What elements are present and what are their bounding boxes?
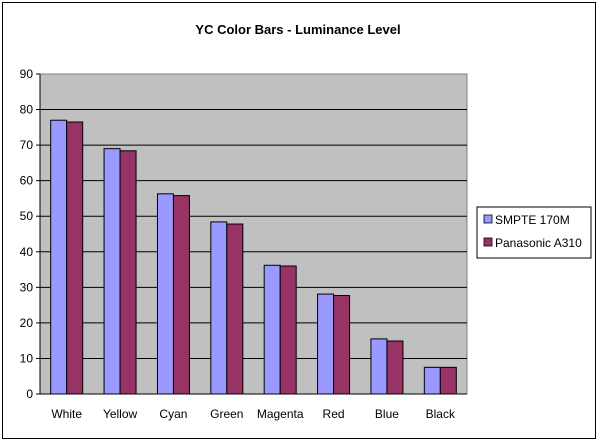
y-tick-label: 60 bbox=[20, 174, 34, 188]
y-tick-label: 0 bbox=[26, 387, 33, 401]
bar-yellow-smpte bbox=[103, 148, 121, 395]
x-tick-label: Magenta bbox=[257, 407, 304, 421]
x-tick-label: Cyan bbox=[159, 407, 187, 421]
bar-green-panasonic bbox=[226, 223, 244, 395]
bar-white-smpte bbox=[50, 119, 68, 395]
chart-title: YC Color Bars - Luminance Level bbox=[195, 22, 400, 37]
bar-black-smpte bbox=[423, 366, 441, 395]
legend: SMPTE 170M Panasonic A310 bbox=[476, 206, 592, 259]
bar-magenta-smpte bbox=[263, 264, 281, 395]
bar-cyan-smpte bbox=[156, 193, 174, 395]
y-tick-label: 90 bbox=[20, 67, 34, 81]
bar-green-smpte bbox=[210, 221, 228, 395]
legend-box bbox=[476, 206, 592, 259]
x-tick-label: Green bbox=[210, 407, 243, 421]
x-tick-label: White bbox=[51, 407, 82, 421]
bar-red-panasonic bbox=[333, 295, 351, 395]
legend-swatch-panasonic bbox=[483, 237, 493, 247]
bar-blue-panasonic bbox=[386, 340, 404, 395]
x-tick-labels: White Yellow Cyan Green Magenta Red Blue Black bbox=[51, 407, 456, 421]
bar-blue-smpte bbox=[370, 338, 388, 395]
y-tick-label: 50 bbox=[20, 209, 34, 223]
legend-label-panasonic: Panasonic A310 bbox=[495, 236, 582, 250]
bar-red-smpte bbox=[317, 293, 335, 395]
y-tick-label: 10 bbox=[20, 351, 34, 365]
bar-magenta-panasonic bbox=[279, 265, 297, 395]
x-tick-label: Black bbox=[426, 407, 456, 421]
bar-yellow-panasonic bbox=[119, 150, 137, 395]
x-tick-label: Yellow bbox=[103, 407, 138, 421]
y-tick-label: 80 bbox=[20, 103, 34, 117]
legend-label-smpte: SMPTE 170M bbox=[495, 213, 570, 227]
bar-white-panasonic bbox=[66, 121, 84, 395]
y-tick-label: 30 bbox=[20, 280, 34, 294]
bar-black-panasonic bbox=[439, 366, 457, 395]
legend-swatch-smpte bbox=[483, 214, 493, 224]
y-tick-label: 40 bbox=[20, 245, 34, 259]
bars bbox=[50, 119, 457, 395]
x-tick-label: Blue bbox=[375, 407, 399, 421]
x-tick-label: Red bbox=[323, 407, 345, 421]
bar-cyan-panasonic bbox=[172, 195, 190, 395]
y-tick-label: 70 bbox=[20, 138, 34, 152]
y-tick-label: 20 bbox=[20, 316, 34, 330]
y-tick-labels: 0 10 20 30 40 50 60 70 80 90 bbox=[20, 67, 40, 401]
